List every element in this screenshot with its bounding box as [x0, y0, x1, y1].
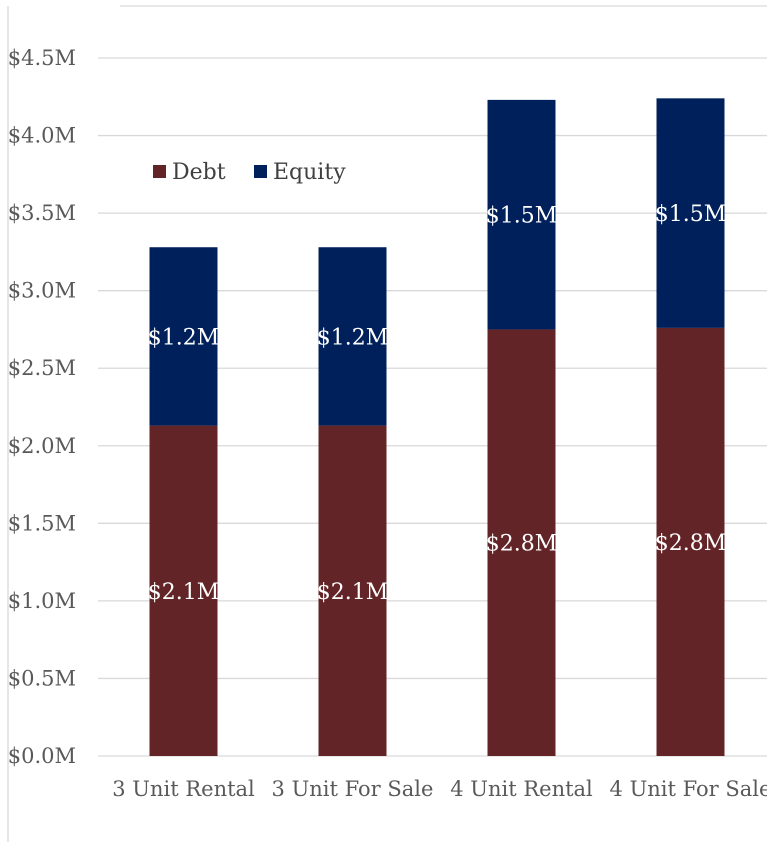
- y-tick-label: $1.0M: [8, 589, 76, 613]
- bar-equity-segment: [487, 99, 556, 330]
- y-tick-label: $2.0M: [8, 434, 76, 458]
- bar-debt-segment: [656, 327, 725, 756]
- y-tick-label: $4.5M: [8, 46, 76, 70]
- y-tick-label: $1.5M: [8, 511, 76, 535]
- legend-label-debt: Debt: [172, 160, 226, 185]
- bar-debt-segment: [318, 425, 387, 756]
- legend-swatch-debt: [153, 165, 166, 178]
- y-tick-label: $3.0M: [8, 279, 76, 303]
- x-category-label: 3 Unit Rental: [112, 777, 255, 801]
- y-tick-label: $0.5M: [8, 666, 76, 690]
- x-category-label: 4 Unit Rental: [450, 777, 593, 801]
- x-axis-category-labels: 3 Unit Rental 3 Unit For Sale 4 Unit Renta…: [112, 777, 767, 801]
- bar-equity-segment: [318, 247, 387, 426]
- data-label-equity: $1.2M: [317, 325, 389, 350]
- y-tick-label: $4.0M: [8, 124, 76, 148]
- legend: Debt Equity: [153, 160, 346, 185]
- bar-equity-segment: [656, 98, 725, 328]
- data-label-debt: $2.1M: [148, 580, 220, 605]
- data-label-equity: $1.2M: [148, 325, 220, 350]
- legend-label-equity: Equity: [273, 160, 346, 185]
- y-axis-tick-labels: $0.0M $0.5M $1.0M $1.5M $2.0M $2.5M $3.0M $3.5M…: [8, 46, 76, 768]
- bars: [149, 98, 725, 756]
- y-tick-label: $3.5M: [8, 201, 76, 225]
- data-label-equity: $1.5M: [655, 202, 727, 227]
- chart-frame: [7, 5, 767, 842]
- data-label-debt: $2.1M: [317, 580, 389, 605]
- data-label-equity: $1.5M: [486, 204, 558, 229]
- data-labels: $2.1M $1.2M $2.1M $1.2M $2.8M $1.5M $2.8M $1.5M: [148, 202, 727, 605]
- bar-debt-segment: [149, 425, 218, 756]
- y-tick-label: $0.0M: [8, 744, 76, 768]
- data-label-debt: $2.8M: [486, 532, 558, 557]
- x-category-label: 3 Unit For Sale: [272, 777, 434, 801]
- legend-swatch-equity: [254, 165, 267, 178]
- y-tick-label: $2.5M: [8, 356, 76, 380]
- x-category-label: 4 Unit For Sale: [610, 777, 767, 801]
- bar-debt-segment: [487, 329, 556, 756]
- data-label-debt: $2.8M: [655, 531, 727, 556]
- bar-equity-segment: [149, 247, 218, 426]
